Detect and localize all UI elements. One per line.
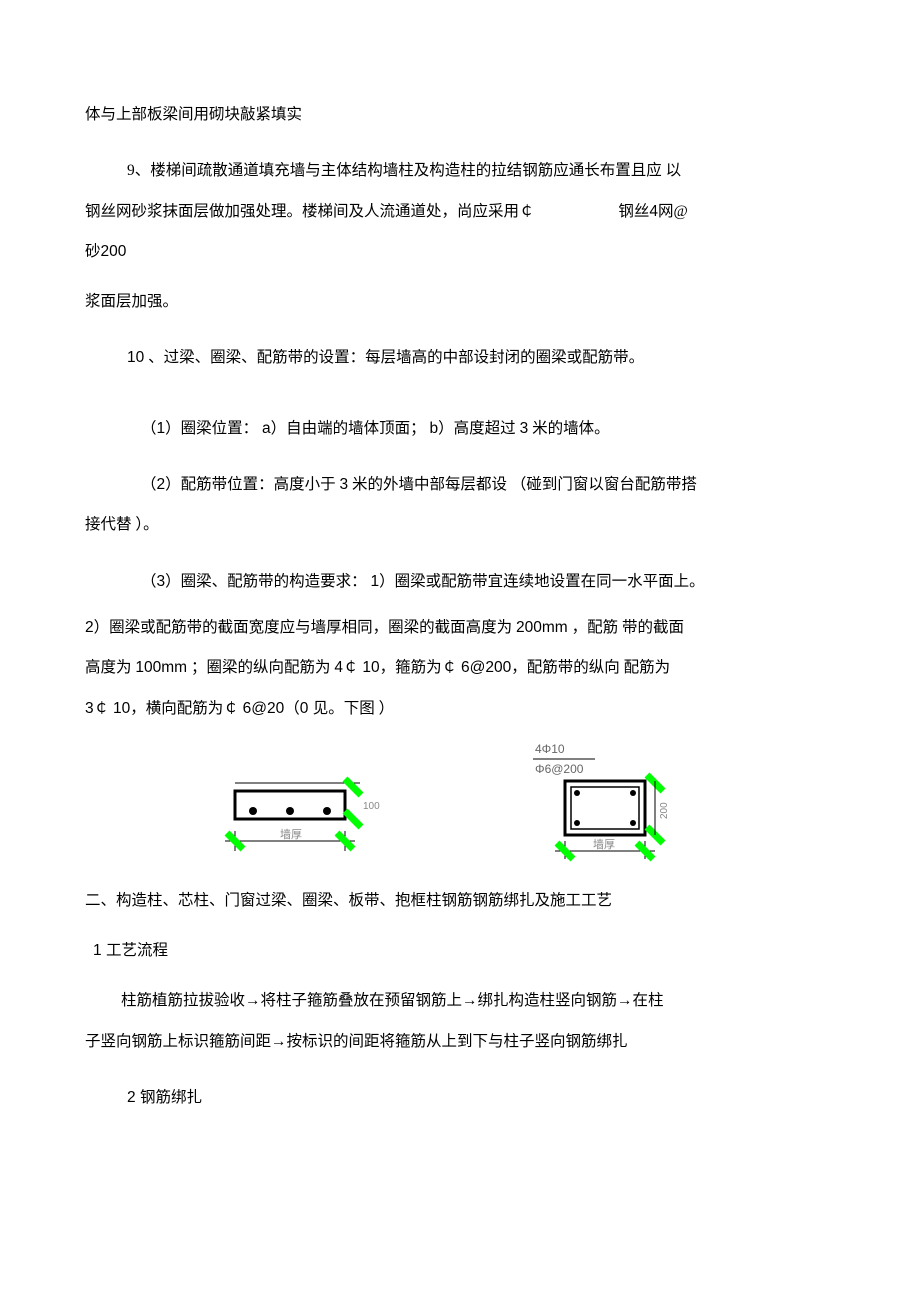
text: 米的墙体。 — [528, 420, 609, 437]
stirrup-label: Φ6@200 — [535, 762, 584, 776]
paragraph-block: 9、楼梯间疏散通道填充墙与主体结构墙柱及构造柱的拉结钢筋应通长布置且应 以 钢丝… — [85, 151, 835, 272]
paragraph-line: 接代替 ）。 — [85, 505, 835, 545]
text: ）圈梁或配筋带的截面宽度应与墙厚相同，圈梁的截面高度为 — [94, 619, 516, 636]
text: 浆面层加强。 — [85, 293, 178, 310]
paragraph-line: 2 钢筋绑扎 — [85, 1078, 835, 1118]
text: 、过梁、圈梁、配筋带的设置：每层墙高的中部设封闭的圈梁或配筋带。 — [144, 349, 644, 366]
paragraph-line: 浆面层加强。 — [85, 282, 835, 322]
text: 6@20 — [243, 700, 285, 717]
text: 3 — [85, 700, 94, 717]
rebar-label: 4Φ10 — [535, 742, 565, 756]
text: 网@ — [658, 203, 688, 220]
text: 钢筋绑扎 — [140, 1089, 202, 1106]
paragraph-line: 体与上部板梁间用砌块敲紧填实 — [85, 95, 835, 135]
text: 2 — [127, 1089, 140, 1106]
paragraph-block: 2）圈梁或配筋带的截面宽度应与墙厚相同，圈梁的截面高度为 200mm ，配筋 带… — [85, 608, 835, 729]
text: （ — [141, 420, 157, 437]
text: ￠ — [94, 700, 113, 717]
text: 1 — [157, 420, 166, 437]
text: 见。下图 ） — [313, 700, 394, 717]
text: ，横向配筋为￠ — [130, 700, 242, 717]
text: （ — [284, 700, 300, 717]
text: 高度为 — [85, 659, 135, 676]
paragraph-line: 钢丝网砂浆抹面层做加强处理。楼梯间及人流通道处，尚应采用￠ 钢丝4网@ — [85, 192, 835, 232]
text: a） — [262, 420, 286, 437]
paragraph-line: 子竖向钢筋上标识箍筋间距→按标识的间距将箍筋从上到下与柱子竖向钢筋绑扎 — [85, 1022, 835, 1062]
paragraph-block: 柱筋植筋拉拔验收→将柱子箍筋叠放在预留钢筋上→绑扎构造柱竖向钢筋→在柱 子竖向钢… — [85, 981, 835, 1062]
paragraph-line: 2）圈梁或配筋带的截面宽度应与墙厚相同，圈梁的截面高度为 200mm ，配筋 带… — [85, 608, 835, 648]
text: ￠ — [343, 659, 362, 676]
text: 4 — [334, 659, 343, 676]
text: 3 — [157, 573, 166, 590]
paragraph-block: （2）配筋带位置：高度小于 3 米的外墙中部每层都设 （碰到门窗以窗台配筋带搭 … — [85, 465, 835, 546]
text: ，配筋带的纵向 配筋为 — [511, 659, 670, 676]
text: 200mm — [516, 619, 568, 636]
dim-label: 墙厚 — [593, 837, 615, 851]
ring-beam-diagram: 4Φ10 Φ6@200 200 墙厚 — [495, 741, 715, 871]
text: 1 — [93, 942, 106, 959]
dim-label: 100 — [363, 801, 380, 812]
dim-label: 200 — [659, 802, 670, 819]
text: 米的外墙中部每层都设 （碰到门窗以窗台配筋带搭 — [348, 476, 697, 493]
text: 自由端的墙体顶面； — [286, 420, 429, 437]
text: 3 — [340, 476, 349, 493]
paragraph-line: （1）圈梁位置： a）自由端的墙体顶面； b）高度超过 3 米的墙体。 — [85, 409, 835, 449]
paragraph-line: （2）配筋带位置：高度小于 3 米的外墙中部每层都设 （碰到门窗以窗台配筋带搭 — [85, 465, 835, 505]
paragraph-line: 1 工艺流程 — [85, 931, 835, 971]
text: 工艺流程 — [106, 942, 168, 959]
text-group: 钢丝4网@ — [618, 203, 687, 220]
rebar-strip-diagram: 100 墙厚 — [205, 761, 405, 871]
dim-label: 墙厚 — [280, 827, 302, 841]
text: ）圈梁或配筋带宜连续地设置在同一水平面上。 — [379, 573, 705, 590]
text: 3 — [520, 420, 529, 437]
text: 砂 — [85, 243, 101, 260]
text: 2 — [85, 619, 94, 636]
text: 体与上部板梁间用砌块敲紧填实 — [85, 106, 302, 123]
text: 子竖向钢筋上标识箍筋间距→按标识的间距将箍筋从上到下与柱子竖向钢筋绑扎 — [85, 1033, 628, 1050]
paragraph-line: 柱筋植筋拉拔验收→将柱子箍筋叠放在预留钢筋上→绑扎构造柱竖向钢筋→在柱 — [85, 981, 835, 1021]
diagram-row: 100 墙厚 4Φ10 Φ6@200 — [85, 741, 835, 871]
text: 接代替 ）。 — [85, 516, 159, 533]
text: （ — [141, 573, 157, 590]
text: 钢丝网砂浆抹面层做加强处理。楼梯间及人流通道处，尚应采用￠ — [85, 203, 535, 220]
text: 二、构造柱、芯柱、门窗过梁、圈梁、板带、抱框柱钢筋钢筋绑扎及施工工艺 — [85, 892, 612, 909]
paragraph-line: 9、楼梯间疏散通道填充墙与主体结构墙柱及构造柱的拉结钢筋应通长布置且应 以 — [85, 151, 835, 191]
text: 200 — [101, 243, 127, 260]
text: 6@200 — [461, 659, 511, 676]
text: ）配筋带位置：高度小于 — [165, 476, 339, 493]
section-heading: 二、构造柱、芯柱、门窗过梁、圈梁、板带、抱框柱钢筋钢筋绑扎及施工工艺 — [85, 881, 835, 921]
text: ，箍筋为￠ — [380, 659, 461, 676]
paragraph-line: （3）圈梁、配筋带的构造要求： 1）圈梁或配筋带宜连续地设置在同一水平面上。 — [85, 562, 835, 602]
text: ）圈梁、配筋带的构造要求： — [165, 573, 370, 590]
text: 0 — [300, 700, 313, 717]
text: 钢丝 — [618, 203, 649, 220]
paragraph-line: 10 、过梁、圈梁、配筋带的设置：每层墙高的中部设封闭的圈梁或配筋带。 — [85, 338, 835, 378]
paragraph-line: 砂200 — [85, 232, 835, 272]
text: 9、楼梯间疏散通道填充墙与主体结构墙柱及构造柱的拉结钢筋应通长布置且应 以 — [127, 151, 681, 191]
text: 2 — [157, 476, 166, 493]
text: 高度超过 — [454, 420, 520, 437]
text: 100mm — [135, 659, 187, 676]
text: （ — [141, 476, 157, 493]
text: 1 — [371, 573, 380, 590]
text: 10 — [127, 349, 144, 366]
text: ，配筋 带的截面 — [568, 619, 684, 636]
paragraph-line: 高度为 100mm ；圈梁的纵向配筋为 4￠ 10，箍筋为￠ 6@200，配筋带… — [85, 648, 835, 688]
paragraph-line: 3￠ 10，横向配筋为￠ 6@20（0 见。下图 ） — [85, 689, 835, 729]
text: 柱筋植筋拉拔验收→将柱子箍筋叠放在预留钢筋上→绑扎构造柱竖向钢筋→在柱 — [121, 992, 664, 1009]
text: b） — [430, 420, 454, 437]
text: 4 — [649, 203, 658, 220]
text: ）圈梁位置： — [165, 420, 262, 437]
text: 10 — [113, 700, 130, 717]
text: 10 — [362, 659, 379, 676]
text: ；圈梁的纵向配筋为 — [187, 659, 334, 676]
